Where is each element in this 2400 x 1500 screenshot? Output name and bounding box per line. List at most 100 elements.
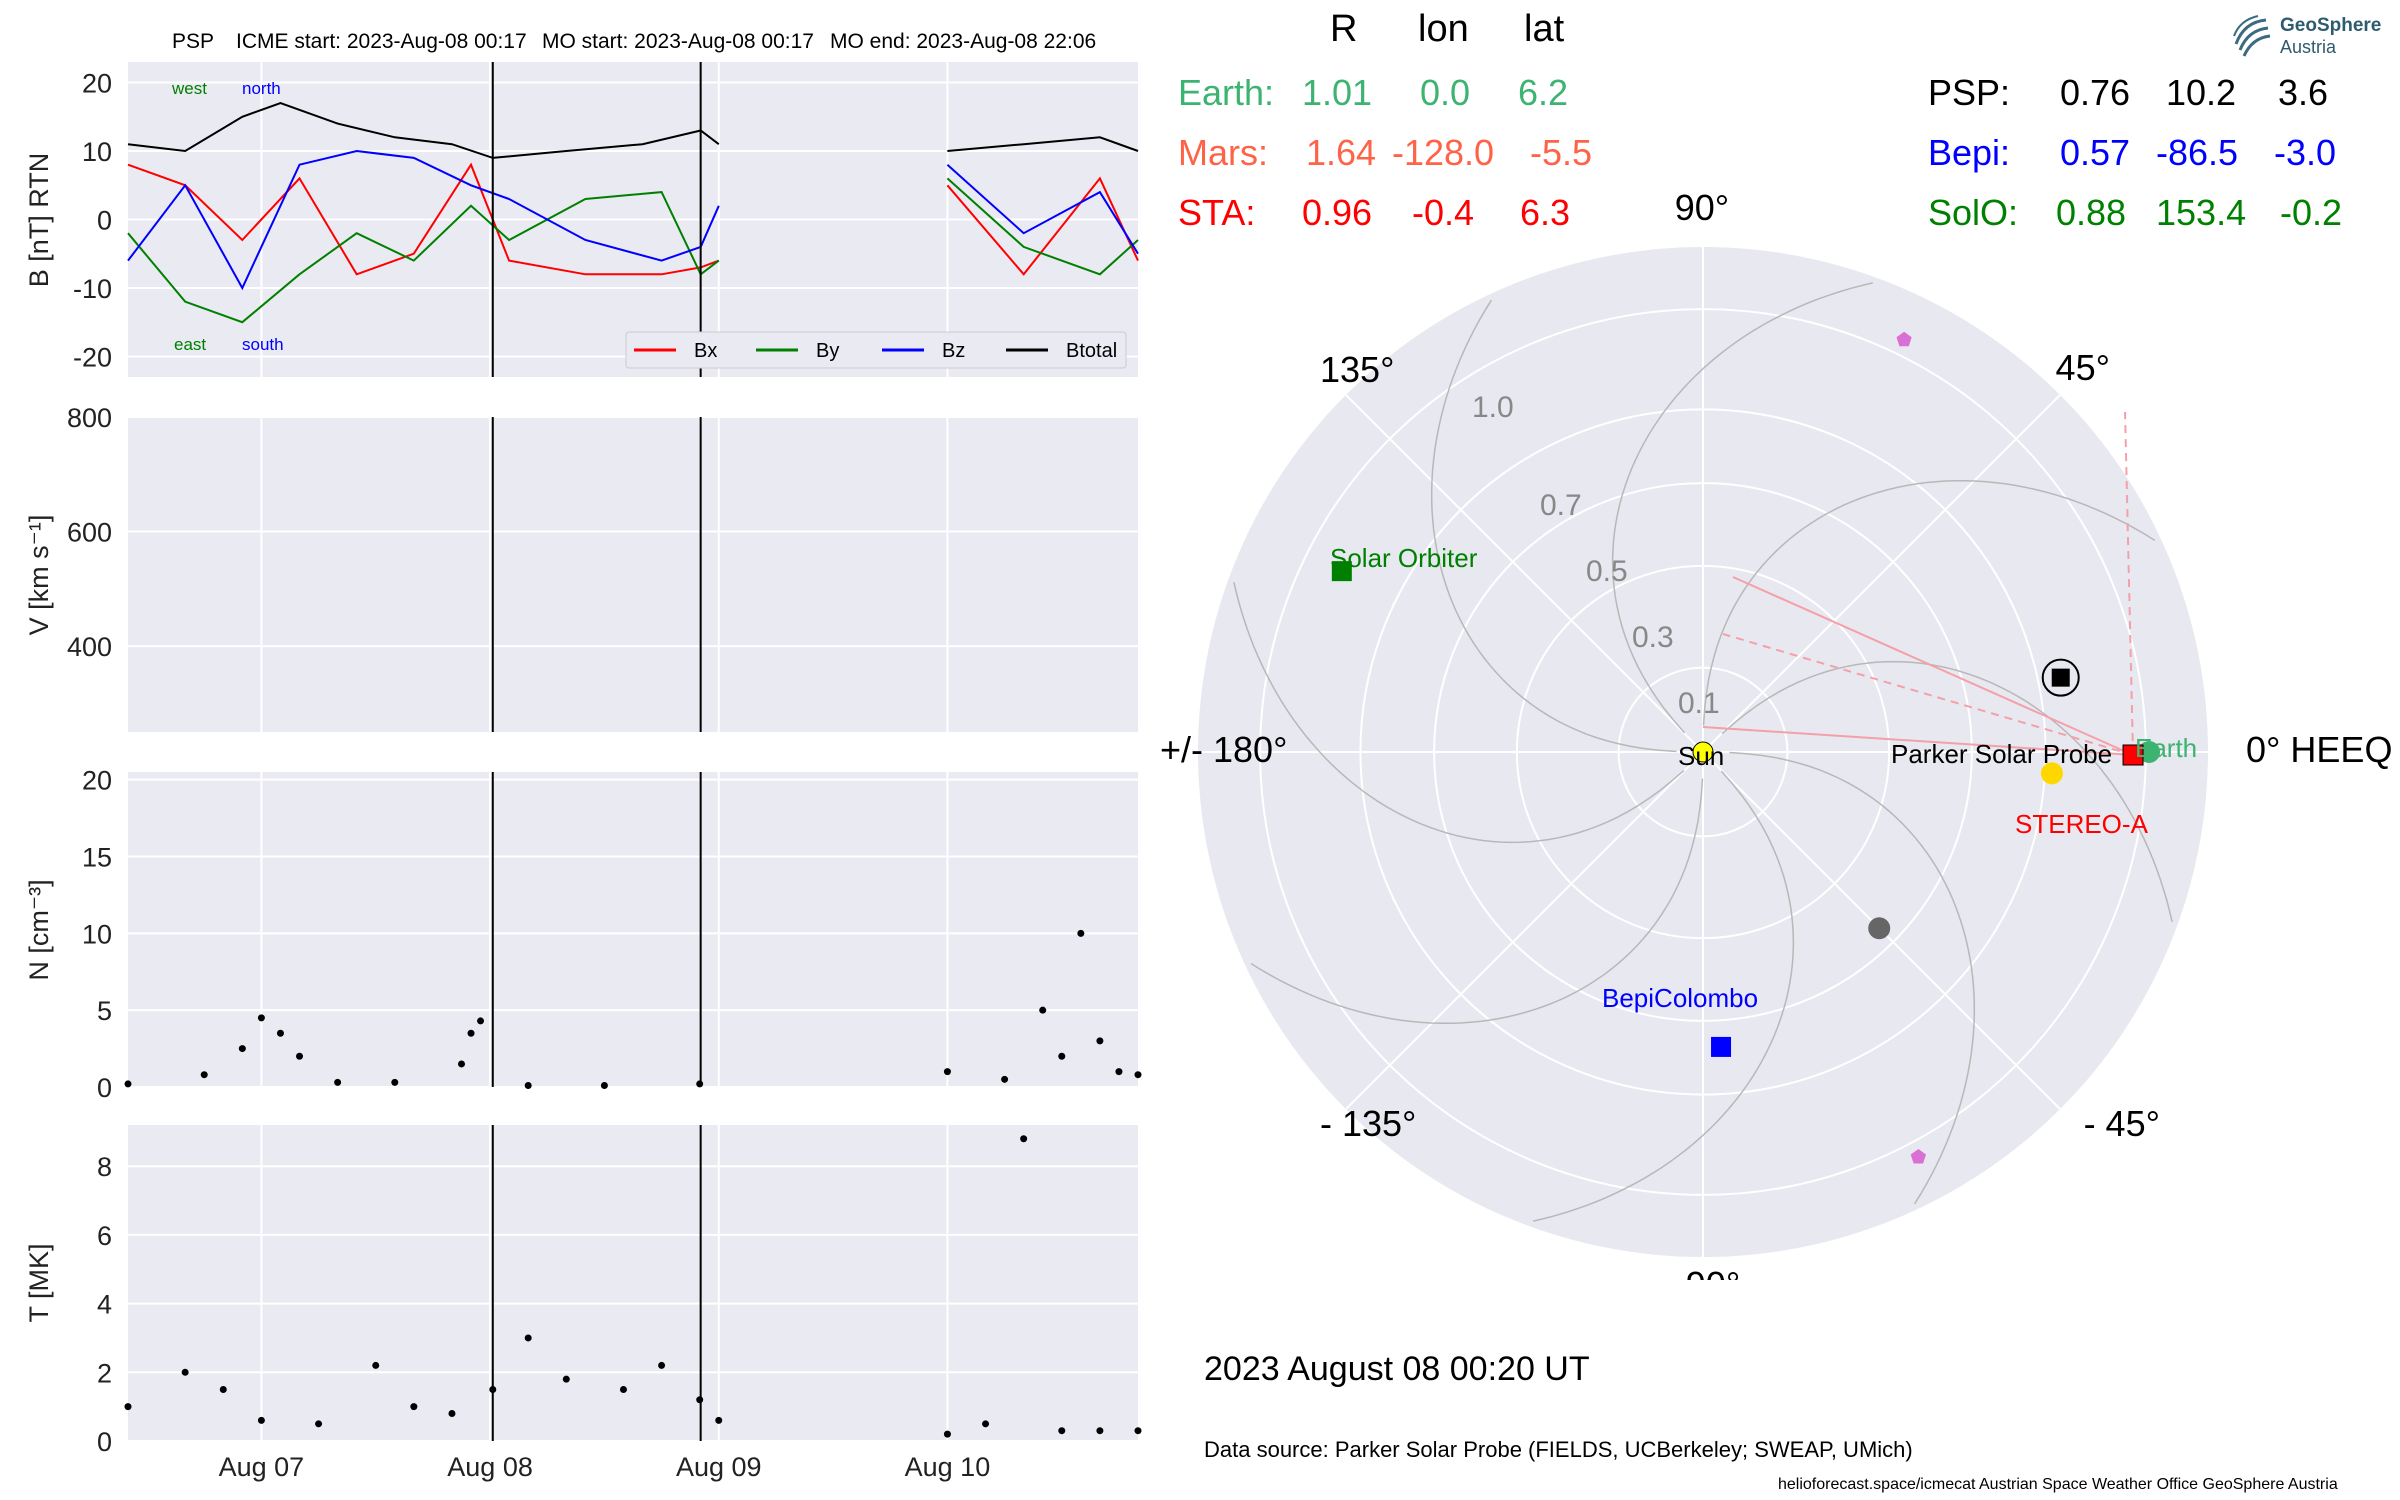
x-tick-label: Aug 07 xyxy=(219,1452,305,1482)
y-tick-label: 600 xyxy=(67,518,112,548)
psp-ring-marker xyxy=(2041,658,2080,697)
data-point-n xyxy=(200,1071,208,1079)
y-tick-label: 8 xyxy=(97,1152,112,1182)
data-point-n xyxy=(600,1081,608,1089)
row-bepi-lat: -3.0 xyxy=(2274,132,2337,173)
y-tick-label: 0 xyxy=(97,1073,112,1103)
psp-marker xyxy=(2051,668,2070,687)
data-point-n xyxy=(1001,1075,1009,1083)
data-point-n xyxy=(257,1014,265,1022)
data-point-t xyxy=(124,1403,132,1411)
data-point-n xyxy=(1134,1071,1142,1079)
parker-spiral xyxy=(1721,660,2173,922)
data-point-n xyxy=(524,1081,532,1089)
position-table: R lon lat Earth: 1.01 0.0 6.2 Mars: 1.64… xyxy=(0,0,2400,240)
legend-btotal: Btotal xyxy=(1066,340,1117,362)
y-tick-label: 0 xyxy=(97,206,112,236)
y-tick-label: 400 xyxy=(67,632,112,662)
y-tick-label: 10 xyxy=(82,919,112,949)
y-tick-label: -10 xyxy=(73,274,112,304)
series-btotal-line xyxy=(947,136,1139,152)
data-point-n xyxy=(334,1078,342,1086)
row-solo-lon: 153.4 xyxy=(2156,192,2247,233)
data-point-n xyxy=(1058,1052,1066,1060)
angle-label-m45: - 45° xyxy=(2084,1103,2160,1144)
data-point-t xyxy=(943,1430,951,1438)
data-point-t xyxy=(715,1416,723,1424)
data-point-n xyxy=(1077,929,1085,937)
connection-line-dashed xyxy=(1722,633,2134,756)
col-header-r: R xyxy=(1330,8,1358,50)
row-earth-name: Earth: xyxy=(1178,72,1275,113)
data-point-t xyxy=(257,1416,265,1424)
col-header-lon: lon xyxy=(1418,8,1469,50)
legend-by: By xyxy=(816,340,839,362)
parker-spiral xyxy=(1430,299,1677,753)
parker-spiral xyxy=(1233,582,1685,844)
polar-orbit-plot: 90° 45° 135° 0° HEEQ +/- 180° - 135° - 4… xyxy=(1160,187,2392,1280)
row-solo-r: 0.88 xyxy=(2056,192,2127,233)
row-mars-r: 1.64 xyxy=(1306,132,1377,173)
connection-line xyxy=(1702,726,2134,757)
series-bx-line xyxy=(946,176,1139,276)
annotation-north: north xyxy=(242,79,281,98)
parker-spiral xyxy=(1250,778,1704,1025)
data-point-t xyxy=(524,1334,532,1342)
panel-t-background xyxy=(128,1125,1138,1441)
row-earth-lat: 6.2 xyxy=(1518,72,1569,113)
radial-label-07: 0.7 xyxy=(1540,489,1582,522)
data-point-n xyxy=(457,1060,465,1068)
data-point-t xyxy=(1134,1427,1142,1435)
data-source: Data source: Parker Solar Probe (FIELDS,… xyxy=(1204,1437,1913,1462)
data-point-t xyxy=(410,1403,418,1411)
data-point-n xyxy=(1096,1037,1104,1045)
mercury-marker xyxy=(1868,917,1891,940)
data-point-t xyxy=(315,1420,323,1428)
ylabel-b: B [nT] RTN xyxy=(24,153,54,288)
row-solo-name: SolO: xyxy=(1928,192,2019,233)
geosphere-logo-icon xyxy=(2233,15,2271,57)
data-point-n xyxy=(276,1029,284,1037)
label-psp: Parker Solar Probe xyxy=(1891,739,2112,769)
row-sta-lat: 6.3 xyxy=(1520,192,1571,233)
planet-pentagon-marker xyxy=(1896,331,1912,347)
stereo-a-marker xyxy=(2122,744,2144,766)
data-point-t xyxy=(219,1385,227,1393)
angle-label-135: 135° xyxy=(1320,349,1394,390)
series-by-line xyxy=(127,191,720,324)
radial-label-05: 0.5 xyxy=(1586,555,1628,588)
row-mars-lon: -128.0 xyxy=(1392,132,1495,173)
label-sun: Sun xyxy=(1678,741,1724,771)
label-earth: Earth xyxy=(2135,733,2197,763)
logo-sub: Austria xyxy=(2280,37,2337,57)
polar-bodies xyxy=(1331,331,2161,1164)
logo-name: GeoSphere xyxy=(2280,15,2382,36)
row-sta-lon: -0.4 xyxy=(1412,192,1475,233)
label-solo: Solar Orbiter xyxy=(1330,543,1478,573)
parker-spiral xyxy=(1611,282,1873,734)
y-tick-label: 10 xyxy=(82,137,112,167)
radial-label-03: 0.3 xyxy=(1632,621,1674,654)
header-mo-end: MO end: 2023-Aug-08 22:06 xyxy=(830,30,1096,53)
radial-label-10: 1.0 xyxy=(1472,391,1514,424)
parker-spiral xyxy=(1729,751,1976,1205)
event-lines xyxy=(491,62,702,1441)
data-point-n xyxy=(1115,1068,1123,1076)
ylabel-v: V [km s⁻¹] xyxy=(24,515,54,636)
venus-marker xyxy=(2040,762,2063,785)
annotation-east: east xyxy=(174,335,206,354)
row-bepi-lon: -86.5 xyxy=(2156,132,2239,173)
legend-bx: Bx xyxy=(694,340,717,362)
angle-spoke xyxy=(1345,394,1704,753)
y-tick-label: 6 xyxy=(97,1221,112,1251)
row-psp-lat: 3.6 xyxy=(2278,72,2329,113)
data-point-t xyxy=(1058,1427,1066,1435)
ylabel-t: T [MK] xyxy=(24,1243,54,1322)
y-tick-label: 20 xyxy=(82,766,112,796)
legend-bz: Bz xyxy=(942,340,965,362)
data-point-n xyxy=(1039,1006,1047,1014)
col-header-lat: lat xyxy=(1524,8,1565,50)
parker-spiral xyxy=(1702,479,2156,726)
data-point-n xyxy=(124,1080,132,1088)
annotation-west: west xyxy=(171,79,207,98)
